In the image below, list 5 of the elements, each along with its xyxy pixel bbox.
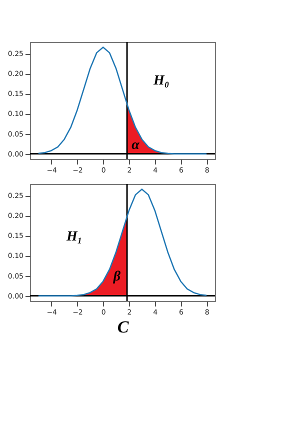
annotation: H₀ [152,74,170,89]
annotation: β [112,269,122,284]
annotation: α [132,138,140,153]
annotation: H₁ [66,230,82,245]
x-axis-title: C [117,318,130,336]
